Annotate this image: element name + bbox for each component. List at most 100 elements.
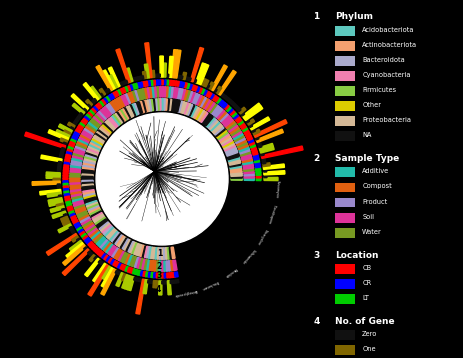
Wedge shape (99, 128, 109, 137)
Wedge shape (89, 253, 94, 257)
Wedge shape (130, 242, 137, 253)
Wedge shape (106, 229, 116, 239)
Wedge shape (148, 100, 152, 111)
Wedge shape (224, 118, 233, 127)
Wedge shape (140, 271, 144, 276)
Wedge shape (63, 245, 86, 265)
Wedge shape (85, 199, 97, 204)
Wedge shape (112, 115, 121, 125)
Wedge shape (86, 151, 98, 157)
Wedge shape (162, 248, 164, 259)
Wedge shape (74, 132, 79, 137)
Wedge shape (98, 221, 108, 229)
Wedge shape (140, 89, 145, 99)
Bar (335, 198, 355, 207)
Wedge shape (172, 100, 176, 111)
Wedge shape (83, 221, 93, 228)
Wedge shape (103, 98, 108, 104)
Wedge shape (125, 254, 131, 265)
Wedge shape (82, 131, 92, 138)
Wedge shape (140, 245, 145, 257)
Wedge shape (75, 130, 81, 135)
Wedge shape (90, 209, 101, 217)
Wedge shape (99, 110, 108, 119)
Wedge shape (88, 122, 97, 131)
Wedge shape (222, 95, 226, 98)
Wedge shape (247, 136, 252, 141)
Wedge shape (84, 195, 95, 200)
Wedge shape (125, 107, 132, 118)
Wedge shape (149, 247, 153, 258)
Wedge shape (164, 99, 168, 110)
Wedge shape (70, 183, 80, 186)
Wedge shape (202, 90, 207, 95)
Wedge shape (74, 120, 78, 124)
Wedge shape (145, 100, 150, 112)
Wedge shape (70, 187, 81, 191)
Wedge shape (95, 235, 104, 244)
Wedge shape (228, 156, 240, 161)
Text: One: One (362, 346, 376, 352)
Wedge shape (251, 129, 256, 132)
Wedge shape (90, 243, 95, 249)
Wedge shape (138, 76, 141, 80)
Wedge shape (105, 97, 110, 102)
Wedge shape (175, 81, 179, 86)
Wedge shape (88, 206, 100, 213)
Wedge shape (169, 56, 173, 77)
Wedge shape (147, 260, 151, 270)
Wedge shape (105, 105, 113, 115)
Wedge shape (58, 224, 72, 233)
Text: 1: 1 (157, 249, 162, 258)
Wedge shape (181, 102, 187, 113)
Wedge shape (166, 74, 169, 77)
Wedge shape (236, 139, 246, 146)
Wedge shape (118, 111, 125, 122)
Wedge shape (86, 125, 96, 132)
Wedge shape (244, 168, 254, 171)
Wedge shape (82, 165, 94, 169)
Wedge shape (162, 273, 165, 278)
Wedge shape (200, 88, 205, 94)
Text: Vancomycin: Vancomycin (274, 180, 280, 198)
Wedge shape (57, 187, 61, 190)
Wedge shape (155, 87, 159, 97)
Wedge shape (70, 178, 80, 181)
Wedge shape (201, 113, 210, 124)
Wedge shape (108, 230, 117, 240)
Wedge shape (78, 213, 88, 220)
Wedge shape (167, 273, 170, 278)
Wedge shape (98, 260, 102, 264)
Text: Beta-lactam: Beta-lactam (200, 279, 219, 290)
Wedge shape (80, 231, 86, 237)
Wedge shape (175, 280, 179, 283)
Wedge shape (84, 116, 89, 122)
Wedge shape (185, 103, 191, 115)
Wedge shape (242, 158, 252, 163)
Wedge shape (64, 193, 69, 197)
Wedge shape (121, 81, 125, 85)
Wedge shape (255, 164, 260, 168)
Wedge shape (59, 156, 63, 159)
Wedge shape (175, 272, 178, 277)
Wedge shape (74, 223, 80, 228)
Wedge shape (240, 124, 246, 130)
Wedge shape (236, 118, 242, 123)
Wedge shape (165, 80, 169, 85)
Wedge shape (159, 261, 162, 271)
Wedge shape (90, 118, 100, 127)
Wedge shape (180, 76, 183, 79)
Wedge shape (188, 84, 192, 90)
Wedge shape (159, 273, 162, 278)
Wedge shape (177, 101, 182, 112)
Wedge shape (71, 192, 81, 196)
Text: Phylum: Phylum (335, 12, 373, 21)
Wedge shape (233, 132, 243, 140)
Wedge shape (46, 233, 77, 255)
Wedge shape (60, 153, 63, 156)
Wedge shape (85, 237, 90, 243)
Wedge shape (66, 201, 71, 205)
Wedge shape (63, 183, 68, 187)
Wedge shape (254, 120, 287, 137)
Wedge shape (145, 43, 152, 78)
